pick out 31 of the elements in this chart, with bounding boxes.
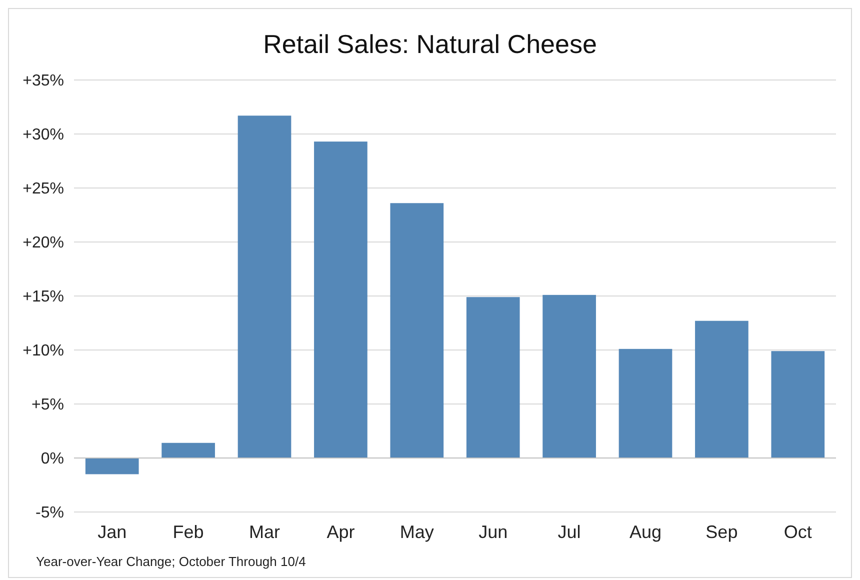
chart-title: Retail Sales: Natural Cheese xyxy=(263,29,597,59)
bar xyxy=(618,348,672,458)
y-tick-label: +30% xyxy=(22,126,64,144)
y-tick-label: +25% xyxy=(22,180,64,198)
text: Year-over-Year Change; October Through 10/4 xyxy=(36,554,306,569)
y-tick-label: +35% xyxy=(22,72,64,90)
x-tick-label: Apr xyxy=(326,522,355,542)
bar xyxy=(542,294,596,458)
y-tick-label: +20% xyxy=(22,234,64,252)
x-tick-label: Mar xyxy=(249,522,280,542)
x-tick-label: Jul xyxy=(558,522,581,542)
bar xyxy=(466,297,520,458)
bar xyxy=(162,442,215,458)
bar xyxy=(390,203,444,458)
x-tick-label: Feb xyxy=(172,522,204,542)
y-tick-label: +15% xyxy=(22,288,64,306)
bar xyxy=(695,320,748,458)
x-tick-label: Aug xyxy=(629,522,662,542)
y-tick-label: +5% xyxy=(32,396,64,414)
bar xyxy=(771,351,825,458)
y-tick-label: +10% xyxy=(22,342,64,360)
bar xyxy=(85,458,139,474)
x-tick-label: Oct xyxy=(784,522,812,542)
bar xyxy=(238,116,292,458)
x-tick-label: Jun xyxy=(478,522,508,542)
y-tick-label: -5% xyxy=(36,504,64,522)
x-tick-label: Jan xyxy=(98,522,127,542)
x-tick-label: May xyxy=(400,522,434,542)
y-tick-label: 0% xyxy=(40,450,64,468)
x-tick-label: Sep xyxy=(706,522,738,542)
bar xyxy=(314,142,368,458)
